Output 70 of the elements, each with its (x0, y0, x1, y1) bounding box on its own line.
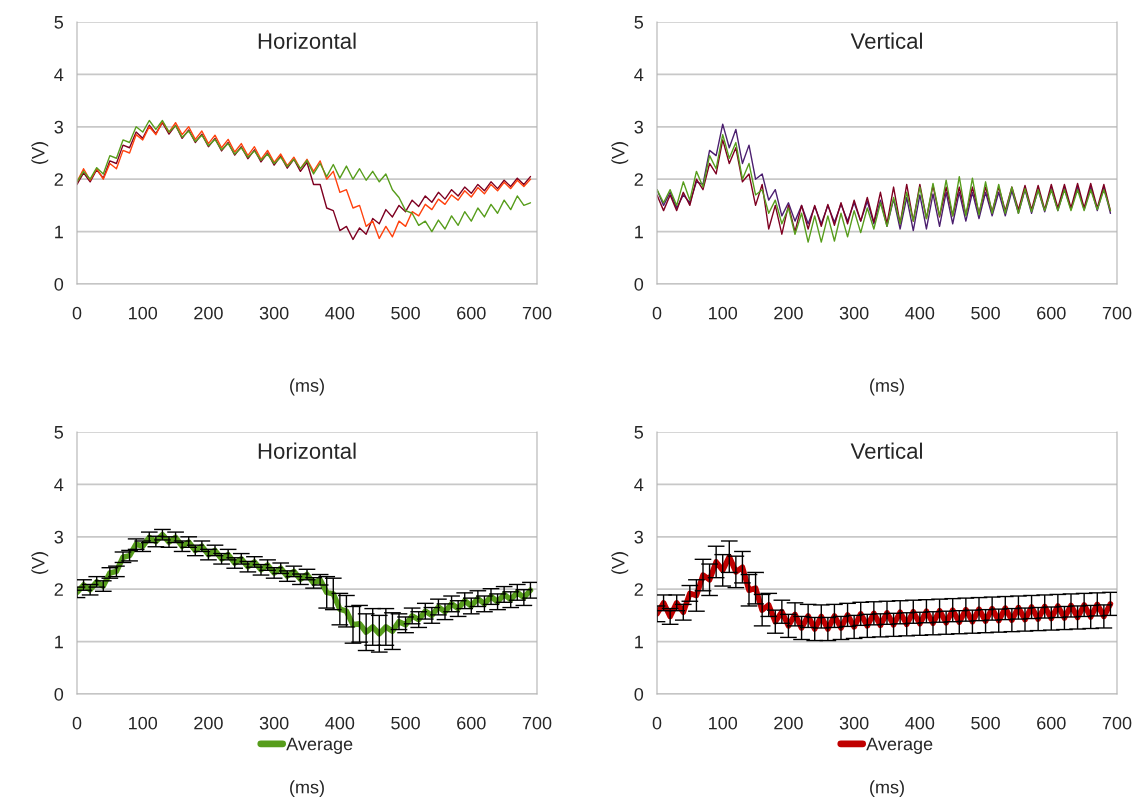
x-tick-label: 300 (839, 306, 869, 320)
x-tick-label: 700 (1102, 716, 1132, 730)
x-tick-label: 600 (457, 306, 486, 320)
y-tick-label: 5 (54, 16, 64, 29)
x-tick-label: 600 (1037, 716, 1066, 730)
x-tick-label: 0 (72, 306, 82, 320)
y-tick-label: 4 (634, 68, 644, 81)
y-tick-label: 1 (55, 225, 63, 239)
x-axis-title: (ms) (870, 378, 904, 396)
y-axis-title: (V) (31, 142, 49, 164)
chart-title: Horizontal (258, 442, 356, 459)
legend-label: Average (286, 737, 353, 754)
x-tick-label: 400 (905, 306, 935, 320)
x-axis-title: (ms) (290, 780, 324, 798)
y-tick-label: 0 (634, 277, 644, 291)
y-tick-label: 2 (54, 173, 63, 186)
x-tick-label: 300 (259, 306, 289, 320)
y-tick-label: 0 (54, 277, 64, 291)
x-tick-label: 300 (259, 716, 289, 730)
x-tick-label: 0 (72, 716, 82, 730)
x-tick-label: 200 (194, 716, 223, 730)
x-axis-title: (ms) (290, 378, 324, 396)
legend-label: Average (866, 737, 933, 754)
x-tick-label: 600 (457, 716, 486, 730)
y-tick-label: 2 (634, 583, 643, 596)
x-tick-label: 400 (325, 306, 355, 320)
y-axis-title: (V) (31, 552, 49, 574)
y-tick-label: 3 (54, 530, 64, 544)
x-tick-label: 200 (194, 306, 223, 320)
y-tick-label: 3 (54, 120, 64, 134)
y-tick-label: 0 (54, 687, 64, 701)
y-tick-label: 4 (54, 478, 64, 491)
y-tick-label: 4 (634, 478, 644, 491)
y-tick-label: 2 (54, 583, 63, 596)
y-tick-label: 0 (634, 687, 644, 701)
chart-title: Vertical (850, 442, 922, 459)
x-tick-label: 400 (325, 716, 355, 730)
x-tick-label: 200 (774, 716, 803, 730)
y-tick-label: 5 (54, 426, 64, 439)
x-tick-label: 100 (129, 306, 158, 320)
x-tick-label: 200 (774, 306, 803, 320)
y-tick-label: 2 (634, 173, 643, 186)
x-tick-label: 0 (652, 306, 662, 320)
x-tick-label: 500 (971, 306, 1000, 320)
y-tick-label: 1 (635, 635, 643, 649)
y-tick-label: 3 (634, 120, 644, 134)
x-tick-label: 0 (652, 716, 662, 730)
x-tick-label: 300 (839, 716, 869, 730)
x-tick-label: 100 (129, 716, 158, 730)
x-tick-label: 600 (1037, 306, 1066, 320)
y-tick-label: 5 (634, 426, 644, 439)
y-tick-label: 3 (634, 530, 644, 544)
y-tick-label: 1 (635, 225, 643, 239)
y-tick-label: 5 (634, 16, 644, 29)
chart-title: Horizontal (258, 32, 356, 49)
x-tick-label: 700 (522, 306, 552, 320)
x-tick-label: 500 (391, 716, 420, 730)
chart-title: Vertical (850, 32, 922, 49)
y-axis-title: (V) (611, 142, 629, 164)
x-tick-label: 500 (391, 306, 420, 320)
x-tick-label: 400 (905, 716, 935, 730)
x-tick-label: 100 (709, 306, 738, 320)
y-tick-label: 1 (55, 635, 63, 649)
x-tick-label: 100 (709, 716, 738, 730)
x-tick-label: 700 (522, 716, 552, 730)
y-tick-label: 4 (54, 68, 64, 81)
y-axis-title: (V) (611, 552, 629, 574)
x-axis-title: (ms) (870, 780, 904, 798)
x-tick-label: 500 (971, 716, 1000, 730)
x-tick-label: 700 (1102, 306, 1132, 320)
